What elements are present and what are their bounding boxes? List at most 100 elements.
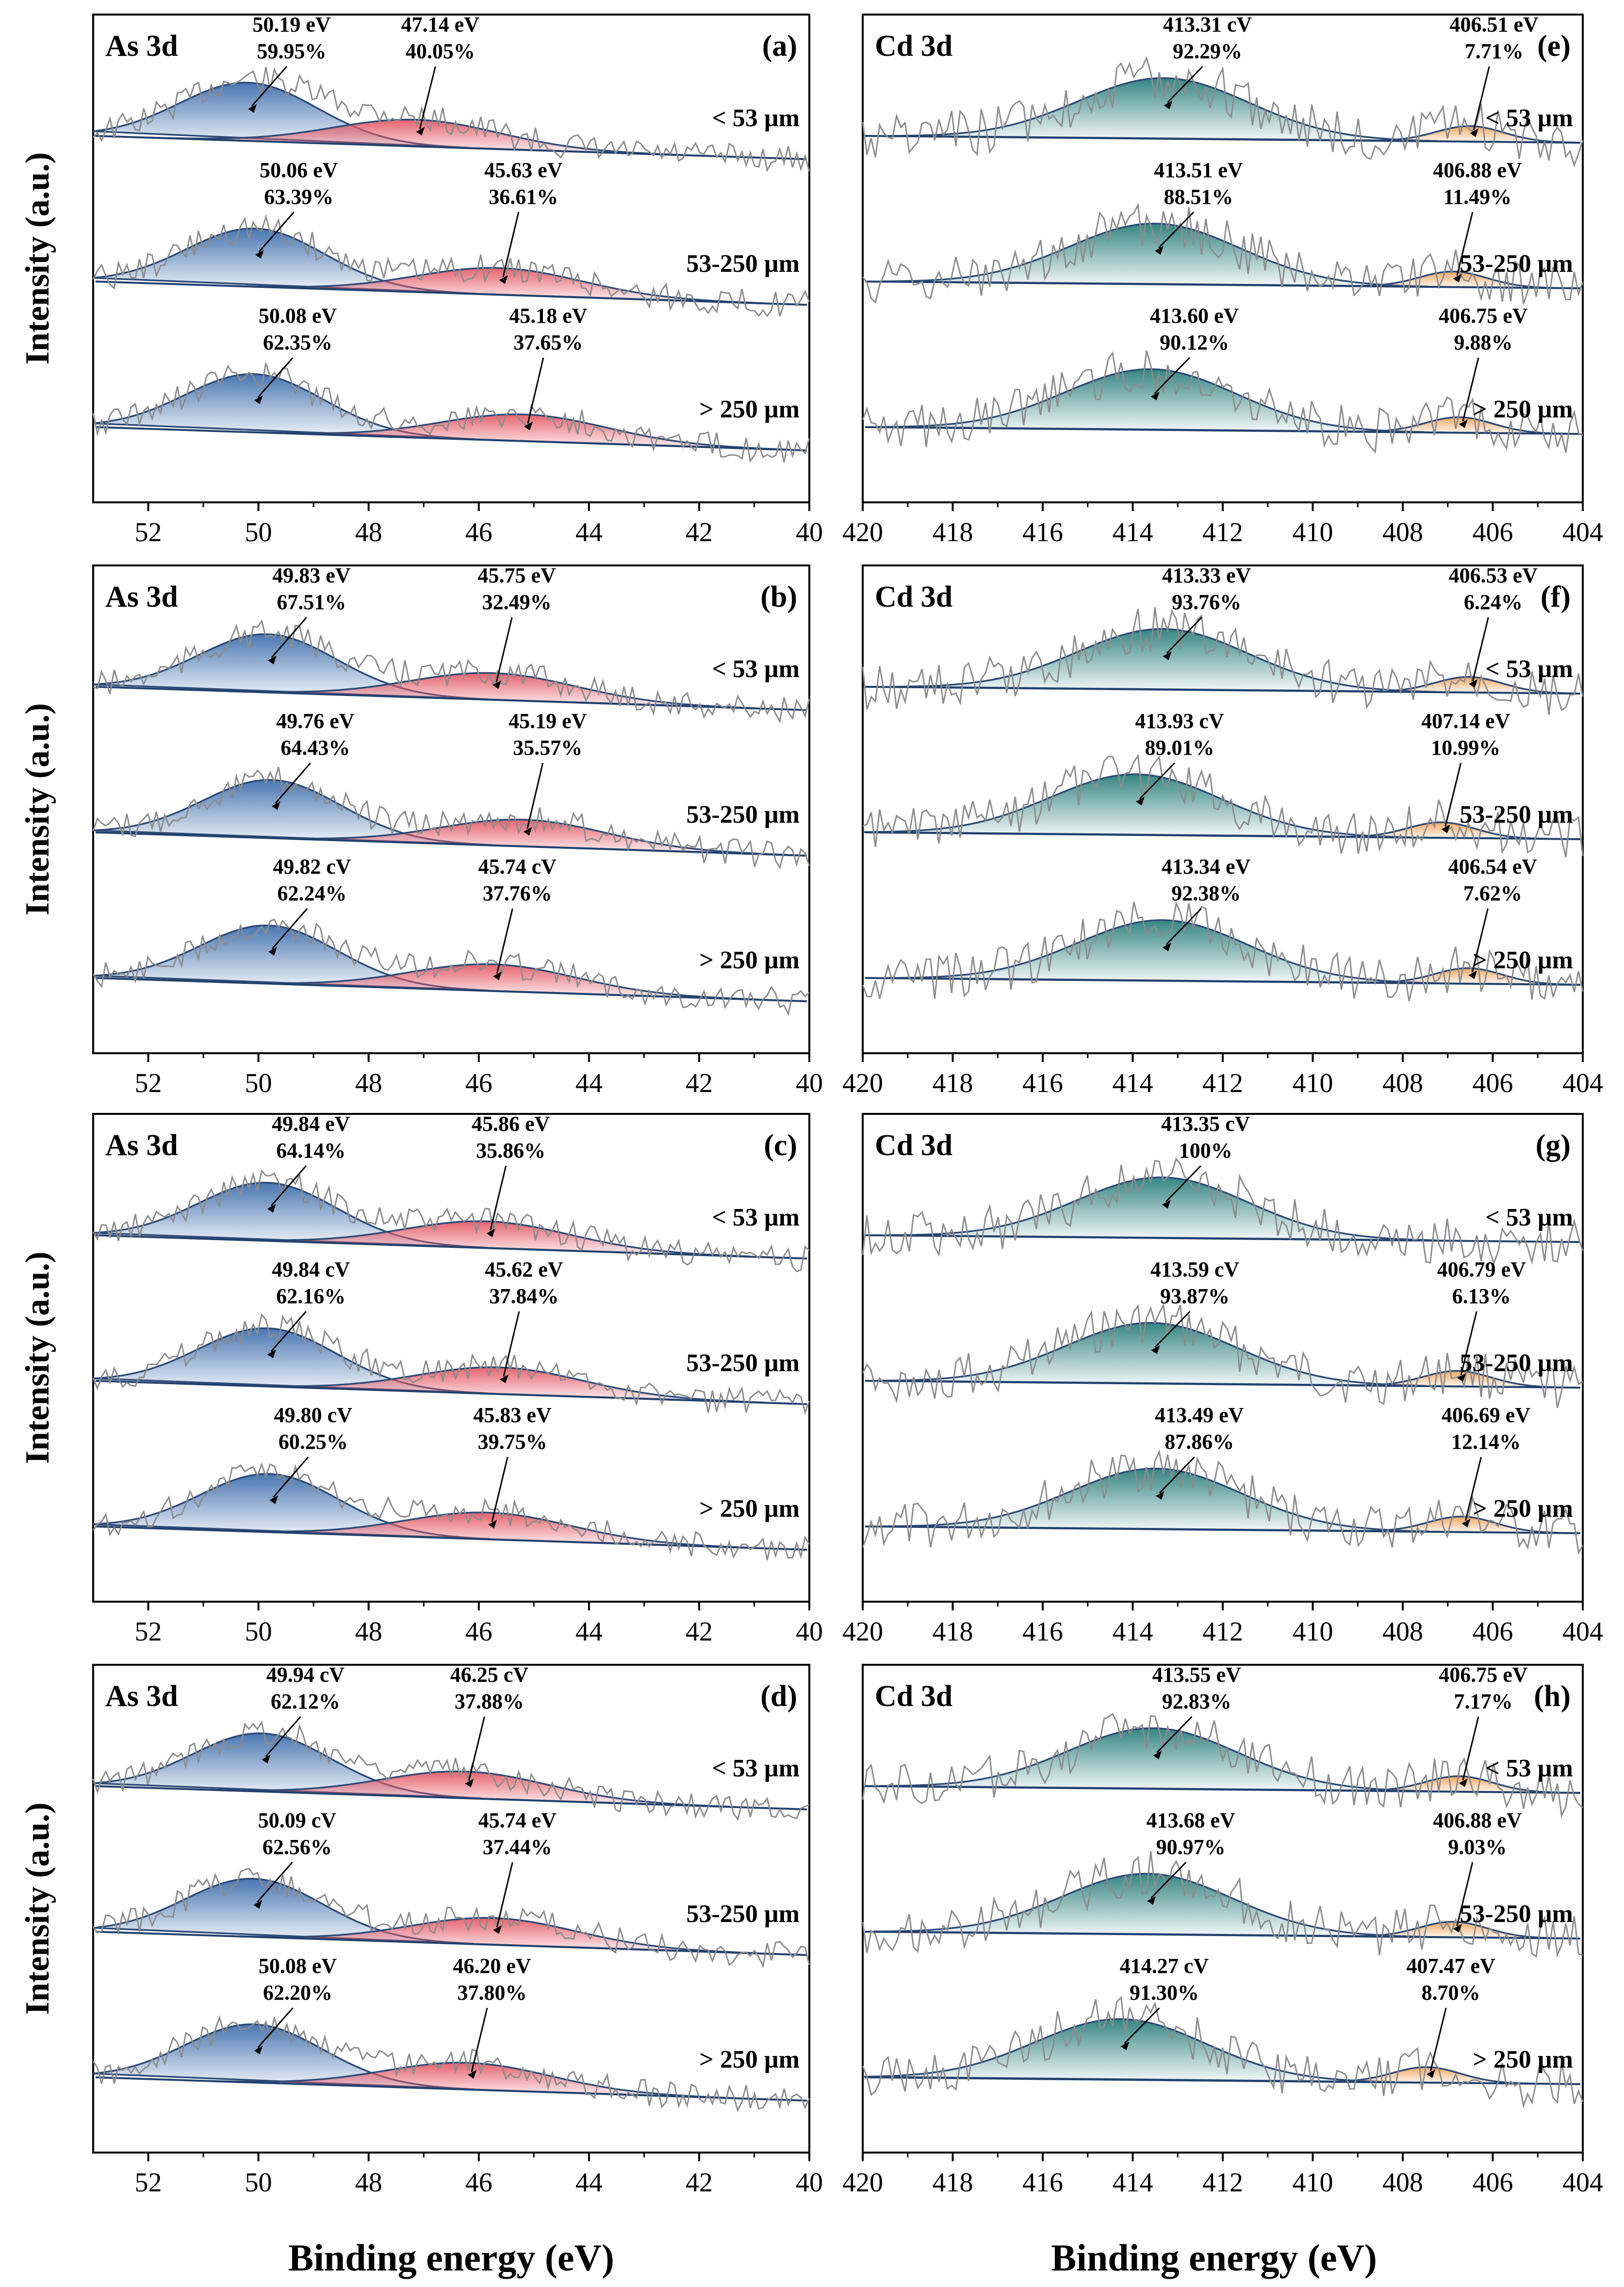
peak-energy-label: 45.18 eV [509, 304, 588, 328]
x-tick-label: 412 [1202, 517, 1243, 547]
peak-area-label: 100% [1179, 1139, 1232, 1162]
peak-component [888, 919, 1436, 984]
peak-energy-label: 49.83 eV [272, 563, 351, 587]
size-fraction-label: > 250 µm [1473, 1495, 1573, 1523]
trace: > 250 µm 50.08 eV 62.20% 46.20 eV 37.80% [92, 1954, 810, 2113]
peak-area-label: 9.03% [1448, 1835, 1507, 1859]
annotation-arrowhead [524, 421, 533, 431]
baseline [95, 135, 807, 160]
y-axis-label: Intensity (a.u.) [19, 703, 56, 916]
peak-energy-label: 406.75 eV [1439, 1663, 1528, 1687]
annotation-arrow [251, 66, 288, 107]
annotation-arrow [471, 2007, 488, 2072]
annotation-arrowhead [499, 275, 508, 284]
peak-energy-label: 413.93 cV [1135, 709, 1224, 733]
annotation-arrow [1460, 1311, 1477, 1376]
raw-spectrum [862, 607, 1584, 715]
element-label: As 3d [105, 30, 178, 63]
annotation-arrow [1165, 1165, 1201, 1203]
trace: > 250 µm 413.34 eV 92.38% 406.54 eV 7.62% [862, 855, 1584, 1002]
x-tick-label: 52 [135, 1617, 162, 1647]
raw-spectrum [862, 1713, 1583, 1819]
annotation-arrowhead [1453, 1923, 1462, 1933]
panel-label: (b) [760, 580, 797, 613]
element-label: Cd 3d [875, 30, 952, 63]
annotation-arrowhead [254, 395, 263, 404]
annotation-arrowhead [267, 1349, 276, 1359]
element-label: As 3d [105, 1129, 178, 1162]
peak-area-label: 7.17% [1454, 1690, 1512, 1713]
peak-energy-label: 45.86 eV [472, 1112, 550, 1136]
baseline [865, 426, 1581, 435]
annotation-arrowhead [1151, 1345, 1160, 1354]
x-tick-label: 40 [796, 2168, 823, 2198]
annotation-arrow [495, 617, 513, 682]
panel-h: Cd 3d (h) 420 418 416 414 412 410 408 406 404 < 53 … [842, 1663, 1603, 2198]
panel-frame [92, 14, 810, 503]
baseline [95, 831, 807, 857]
x-tick-label: 408 [1382, 1068, 1423, 1098]
annotation-arrowhead [499, 1374, 509, 1383]
annotation-arrowhead [248, 104, 257, 113]
peak-area-label: 37.65% [513, 331, 583, 354]
trace: < 53 µm 413.55 eV 92.83% 406.75 eV 7.17% [862, 1663, 1583, 1819]
peak-energy-label: 406.79 eV [1437, 1258, 1526, 1281]
peak-component [877, 368, 1425, 433]
annotation-arrow [1154, 1310, 1191, 1348]
raw-spectrum [862, 56, 1584, 168]
peak-component [222, 1220, 751, 1258]
x-tick-label: 42 [686, 1068, 713, 1098]
peak-area-label: 93.87% [1160, 1284, 1230, 1308]
peak-component [889, 628, 1437, 693]
x-tick-label: 44 [575, 517, 603, 547]
x-tick-label: 420 [842, 517, 883, 547]
trace: < 53 µm 49.83 eV 67.51% 45.75 eV 32.49% [93, 563, 810, 724]
trace: > 250 µm 50.08 eV 62.35% 45.18 eV 37.65% [92, 304, 810, 463]
peak-area-label: 6.24% [1464, 590, 1523, 614]
raw-spectrum [92, 214, 810, 317]
annotation-arrow [1473, 66, 1490, 131]
raw-spectrum [92, 1720, 810, 1821]
x-tick-label: 46 [465, 1068, 492, 1098]
annotation-arrowhead [254, 2045, 263, 2055]
trace: 53-250 µm 49.76 eV 64.43% 45.19 eV 35.57% [92, 709, 810, 870]
annotation-arrow [1462, 357, 1479, 422]
peak-area-label: 88.51% [1164, 185, 1233, 209]
peak-energy-label: 45.75 eV [477, 563, 556, 587]
size-fraction-label: 53-250 µm [686, 250, 800, 278]
x-tick-label: 412 [1202, 1617, 1243, 1647]
x-tick-label: 50 [245, 517, 272, 547]
x-tick-label: 44 [575, 1617, 603, 1647]
x-tick-label: 48 [355, 1068, 382, 1098]
raw-spectrum [862, 350, 1583, 454]
size-fraction-label: 53-250 µm [1460, 250, 1573, 278]
panel-label: (c) [764, 1129, 797, 1162]
peak-component [1360, 967, 1577, 986]
x-tick-label: 418 [933, 1068, 973, 1098]
annotation-arrow [257, 1862, 293, 1903]
x-tick-label: 408 [1382, 2168, 1423, 2198]
element-label: As 3d [105, 580, 178, 613]
panel-label: (h) [1534, 1680, 1571, 1713]
peak-energy-label: 406.88 eV [1433, 158, 1522, 182]
peak-area-label: 89.01% [1145, 736, 1214, 760]
peak-component [1318, 2066, 1535, 2085]
trace: 53-250 µm 413.68 eV 90.97% 406.88 eV 9.03% [862, 1808, 1583, 1958]
annotation-arrowhead [267, 1204, 276, 1213]
x-tick-label: 404 [1562, 1617, 1603, 1647]
baseline [95, 686, 807, 711]
x-tick-label: 410 [1293, 2168, 1333, 2198]
peak-energy-label: 407.14 eV [1421, 709, 1510, 733]
annotation-arrow [527, 357, 544, 424]
panel-frame [92, 1664, 810, 2154]
peak-area-label: 37.84% [489, 1284, 558, 1308]
peak-component [862, 773, 1410, 838]
peak-component [877, 1322, 1425, 1387]
annotation-arrowhead [262, 1755, 271, 1764]
peak-area-label: 62.24% [278, 881, 347, 905]
annotation-arrow [1154, 357, 1190, 394]
annotation-arrowhead [1441, 824, 1450, 833]
panel-label: (e) [1537, 30, 1571, 63]
trace: 53-250 µm 50.09 cV 62.56% 45.74 eV 37.44% [92, 1808, 810, 1969]
